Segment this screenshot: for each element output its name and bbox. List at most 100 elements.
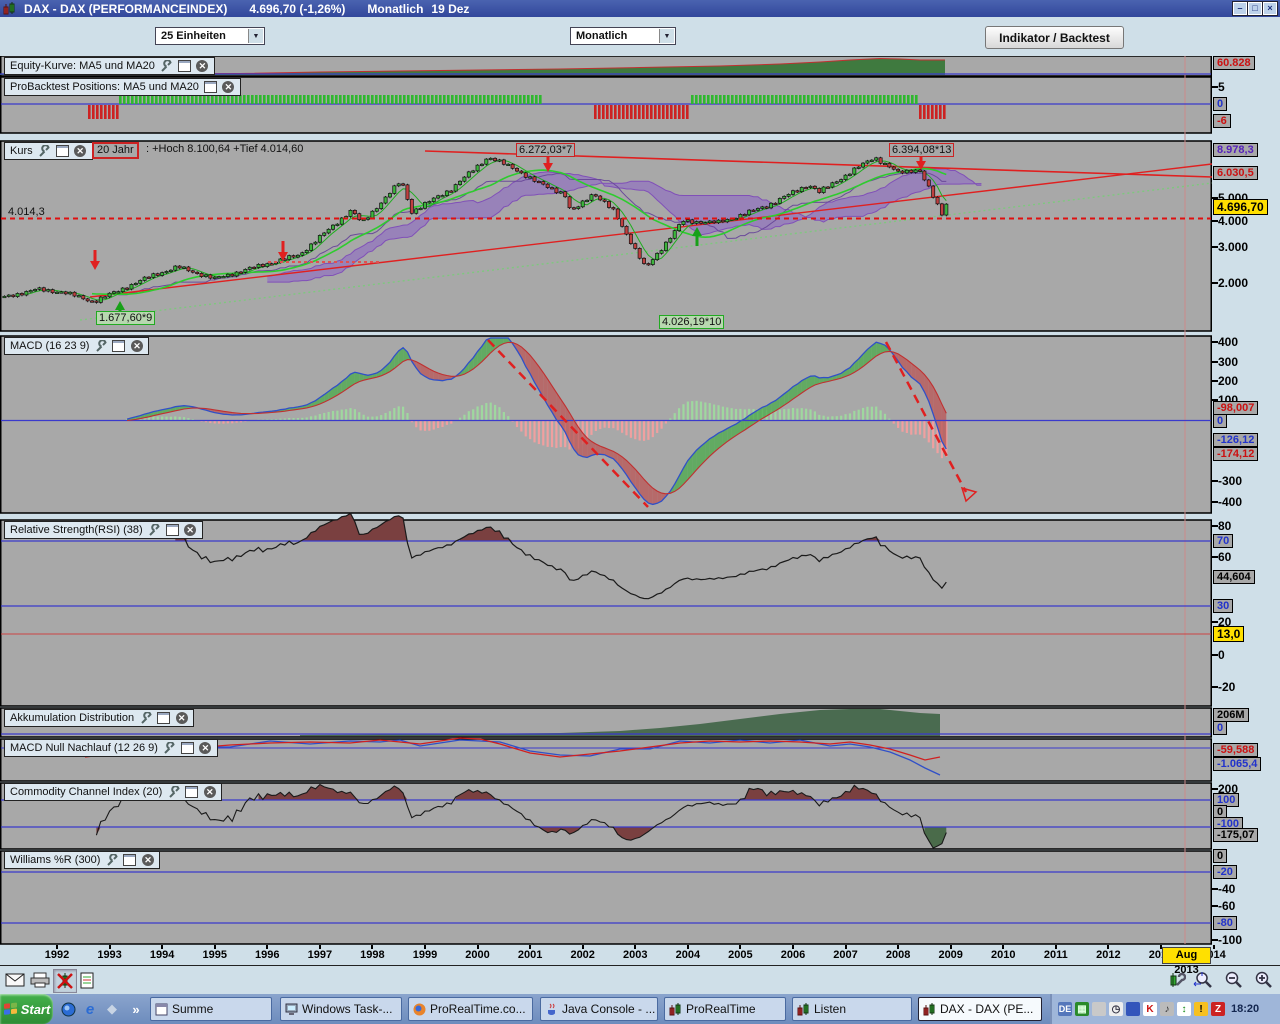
panel-header-kurs[interactable]: Kurs✕ [4, 142, 93, 160]
panel-header-cci[interactable]: Commodity Channel Index (20)✕ [4, 783, 222, 801]
maximize-button[interactable]: □ [1248, 2, 1262, 15]
chevron-down-icon[interactable]: ▼ [248, 29, 263, 43]
taskbar-task-listen[interactable]: Listen [792, 997, 912, 1021]
taskbar-task-prorealtime[interactable]: ProRealTime [664, 997, 786, 1021]
panel-header-rsi[interactable]: Relative Strength(RSI) (38)✕ [4, 521, 203, 539]
panel-header-macd[interactable]: MACD (16 23 9)✕ [4, 337, 149, 355]
panel-header-probacktest[interactable]: ProBacktest Positions: MA5 und MA20✕ [4, 78, 241, 96]
chart-canvas[interactable] [0, 56, 1212, 946]
tray-kaspersky-icon[interactable]: K [1143, 1002, 1157, 1016]
tray-windows-icon[interactable] [1126, 1002, 1140, 1016]
close-icon[interactable]: ✕ [203, 786, 216, 798]
axis-value-label: 200 [1218, 374, 1238, 388]
wrench-icon[interactable] [94, 340, 107, 352]
clock: 18:20 [1231, 1003, 1259, 1015]
close-icon[interactable]: ✕ [74, 145, 87, 157]
indicator-backtest-button[interactable]: Indikator / Backtest [985, 26, 1124, 49]
detach-window-icon[interactable] [185, 786, 198, 798]
axis-value-label: 3.000 [1218, 240, 1248, 254]
panel-header-equity[interactable]: Equity-Kurve: MA5 und MA20✕ [4, 57, 215, 75]
detach-window-icon[interactable] [181, 742, 194, 754]
taskbar-task-summe[interactable]: Summe [150, 997, 272, 1021]
taskbar-task-prorealtime-co-[interactable]: ProRealTime.co... [408, 997, 533, 1021]
date-cursor-label: Aug 2013 [1162, 947, 1211, 964]
x-axis-year-label: 2004 [676, 949, 700, 961]
close-icon[interactable]: ✕ [184, 524, 197, 536]
close-icon[interactable]: ✕ [196, 60, 209, 72]
axis-value-label: -400 [1218, 495, 1242, 509]
java-icon [545, 1003, 558, 1015]
detach-window-icon[interactable] [123, 854, 136, 866]
zoom-in-icon[interactable] [1252, 969, 1274, 991]
detach-window-icon[interactable] [166, 524, 179, 536]
axis-value-label: -300 [1218, 474, 1242, 488]
x-axis-year-label: 1995 [202, 949, 226, 961]
app-candlestick-icon [3, 3, 16, 15]
minimize-button[interactable]: – [1233, 2, 1247, 15]
axis-value-label: -20 [1218, 680, 1235, 694]
start-button[interactable]: Start [0, 994, 53, 1024]
quicklaunch-overflow-chevron[interactable]: » [126, 999, 146, 1019]
close-icon[interactable]: ✕ [130, 340, 143, 352]
axis-value-label: 80 [1218, 519, 1231, 533]
units-dropdown[interactable]: 25 Einheiten ▼ [155, 27, 265, 45]
wrench-icon[interactable] [105, 854, 118, 866]
panel-header-akkum[interactable]: Akkumulation Distribution✕ [4, 709, 194, 727]
title-bar[interactable]: DAX - DAX (PERFORMANCEINDEX) 4.696,70 (-… [0, 0, 1280, 17]
detach-window-icon[interactable] [204, 81, 217, 93]
detach-window-icon[interactable] [112, 340, 125, 352]
timeframe-label: Monatlich [367, 2, 423, 16]
quicklaunch-app-blue-icon[interactable] [58, 999, 78, 1019]
tray-volume-icon[interactable]: ♪ [1160, 1002, 1174, 1016]
quicklaunch-show-desktop-icon[interactable]: ◆ [102, 999, 122, 1019]
axis-value-label: 0 [1213, 849, 1227, 863]
wrench-icon[interactable] [148, 524, 161, 536]
wrench-icon[interactable] [38, 145, 51, 157]
tray-update-icon[interactable]: ↕ [1177, 1002, 1191, 1016]
panel-header-williams[interactable]: Williams %R (300)✕ [4, 851, 160, 869]
chevron-down-icon[interactable]: ▼ [659, 29, 674, 43]
close-icon[interactable]: ✕ [141, 854, 154, 866]
hide-quotes-icon[interactable] [53, 969, 77, 993]
kurs-range-box: 20 Jahr [92, 142, 139, 159]
detach-window-icon[interactable] [178, 60, 191, 72]
tray-clock-icon[interactable]: ◷ [1109, 1002, 1123, 1016]
tray-printer-icon[interactable] [1092, 1002, 1106, 1016]
price-annotation: 4.026,19*10 [659, 315, 724, 329]
taskbar-task-windows-task-[interactable]: Windows Task-... [280, 997, 402, 1021]
close-icon[interactable]: ✕ [175, 712, 188, 724]
application-window: DAX - DAX (PERFORMANCEINDEX) 4.696,70 (-… [0, 0, 1280, 1024]
tray-chart-icon[interactable]: ▦ [1075, 1002, 1089, 1016]
close-button[interactable]: × [1263, 2, 1277, 15]
language-indicator[interactable]: DE [1058, 1002, 1072, 1016]
panel-header-macdnull[interactable]: MACD Null Nachlauf (12 26 9)✕ [4, 739, 218, 757]
x-axis-year-label: 2011 [1044, 949, 1068, 961]
wrench-icon[interactable] [139, 712, 152, 724]
quicklaunch-internet-explorer-icon[interactable]: e [80, 999, 100, 1019]
notes-icon[interactable] [76, 969, 98, 991]
close-icon[interactable]: ✕ [222, 81, 235, 93]
price-annotation: 4.014,3 [6, 206, 47, 218]
axis-value-label: -174,12 [1213, 447, 1258, 461]
wrench-icon[interactable] [160, 60, 173, 72]
quote-value: 4.696,70 (-1,26%) [249, 2, 345, 16]
wrench-icon[interactable] [167, 786, 180, 798]
tray-zonealarm-icon[interactable]: Z [1211, 1002, 1225, 1016]
taskbar-task-java-console-[interactable]: Java Console - ... [540, 997, 658, 1021]
wrench-icon[interactable] [163, 742, 176, 754]
x-axis-year-label: 1996 [255, 949, 279, 961]
print-icon[interactable] [29, 969, 51, 991]
detach-window-icon[interactable] [56, 145, 69, 157]
axis-value-label: 70 [1213, 534, 1233, 548]
bottom-toolbar: ◄ ► [0, 965, 1280, 995]
close-icon[interactable]: ✕ [199, 742, 212, 754]
detach-window-icon[interactable] [157, 712, 170, 724]
taskbar-task-dax-dax-pe-[interactable]: DAX - DAX (PE... [918, 997, 1042, 1021]
x-axis-year-label: 1994 [150, 949, 174, 961]
x-axis-year-label: 1998 [360, 949, 384, 961]
period-dropdown[interactable]: Monatlich ▼ [570, 27, 676, 45]
tray-security-icon[interactable]: ! [1194, 1002, 1208, 1016]
axis-value-label: -80 [1213, 916, 1237, 930]
zoom-out-icon[interactable] [1222, 969, 1244, 991]
mail-icon[interactable] [4, 969, 26, 991]
